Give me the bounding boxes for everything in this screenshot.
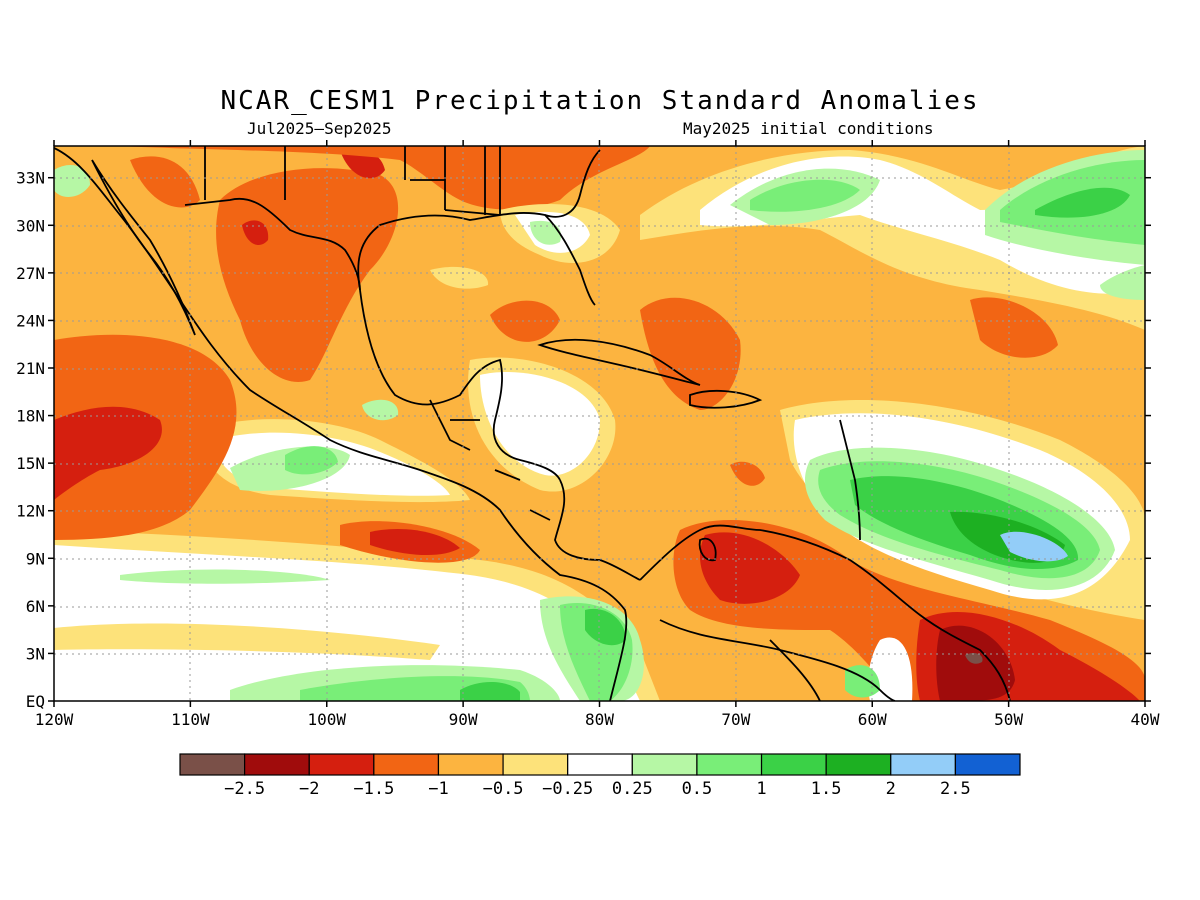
gulf-yellow — [430, 266, 489, 289]
pacific-green-west — [362, 399, 399, 421]
colorbar: −2.5 −2 −1.5 −1 −0.5 −0.25 0.25 0.5 1 1.5 2 2.5 — [179, 753, 1021, 799]
colorbar-swatch — [760, 753, 827, 776]
colorbar-label: −0.5 — [483, 779, 524, 799]
lake-maracaibo — [698, 537, 717, 562]
atlantic-green-e — [1100, 265, 1145, 300]
lat-tick-label: 33N — [16, 169, 45, 188]
west-red-area — [54, 406, 162, 500]
lat-tick-label: 3N — [26, 644, 45, 663]
colorbar-label: 2 — [886, 779, 896, 799]
sa-red — [700, 532, 800, 604]
colorbar-label: 0.25 — [612, 779, 653, 799]
colorbar-label: 2.5 — [940, 779, 971, 799]
lon-tick-label: 80W — [585, 710, 614, 729]
colorbar-swatch — [890, 753, 956, 776]
lat-tick-label: 24N — [16, 311, 45, 330]
lat-tick-label: 30N — [16, 216, 45, 235]
us-mexico-border — [184, 197, 361, 291]
lon-tick-label: 100W — [307, 710, 346, 729]
chart-title: NCAR_CESM1 Precipitation Standard Anomal… — [220, 86, 980, 116]
sa-border-2 — [769, 639, 821, 701]
colorbar-swatch — [308, 753, 375, 776]
lon-tick-label: 50W — [994, 710, 1023, 729]
coastlines — [54, 146, 1011, 701]
colorbar-label: −2 — [299, 779, 319, 799]
florida — [544, 149, 601, 218]
mexico-red — [242, 220, 269, 245]
hispaniola — [689, 390, 763, 409]
longitude-axis: 120W 110W 100W 90W 80W 70W 60W 50W 40W — [35, 140, 1160, 729]
sa-brown — [965, 652, 983, 664]
colorbar-swatch — [244, 753, 310, 776]
south-yellow-streak — [54, 623, 440, 660]
caribbean-orange-blob — [490, 300, 560, 342]
sa-interior-border — [659, 619, 896, 701]
lat-tick-label: 18N — [16, 407, 45, 426]
lat-tick-label: 27N — [16, 264, 45, 283]
gridlines — [54, 146, 1145, 701]
lat-tick-label: EQ — [26, 692, 45, 711]
lon-tick-label: 60W — [858, 710, 887, 729]
colorbar-swatch — [825, 753, 892, 776]
colorbar-swatch — [437, 753, 504, 776]
lat-tick-label: 12N — [16, 502, 45, 521]
atlantic-orange-blob — [970, 297, 1058, 358]
lesser-antilles — [839, 419, 861, 541]
florida-green — [530, 220, 561, 245]
colorbar-label: −2.5 — [224, 779, 265, 799]
colorbar-swatch — [567, 753, 633, 776]
antilles-orange — [640, 297, 741, 410]
colorbar-swatch — [696, 753, 763, 776]
sa-north-coast — [639, 524, 1011, 701]
init-conditions-label: May2025 initial conditions — [683, 119, 934, 138]
colorbar-label: 1 — [756, 779, 766, 799]
colorbar-label: 1.5 — [811, 779, 842, 799]
colorbar-swatch — [631, 753, 698, 776]
central-america-east — [554, 479, 641, 581]
caribbean-white-core — [480, 372, 600, 476]
lat-tick-label: 21N — [16, 359, 45, 378]
equator-green-mid — [460, 681, 520, 701]
atlantic-west-green — [54, 165, 90, 197]
season-label: Jul2025–Sep2025 — [247, 119, 392, 138]
lon-tick-label: 70W — [721, 710, 750, 729]
cuba — [537, 338, 701, 386]
mexico-orange — [216, 168, 399, 382]
latitude-axis: 33N 30N 27N 24N 21N 18N 15N 12N 9N 6N 3N EQ — [16, 169, 1151, 711]
tropical-atlantic-blue — [1000, 531, 1068, 562]
south-green-streak — [120, 569, 330, 584]
lon-tick-label: 120W — [35, 710, 74, 729]
colorbar-label: −0.25 — [542, 779, 593, 799]
baja-peninsula — [91, 159, 196, 336]
atlantic-green-ne-mid — [1035, 187, 1130, 218]
pacific-green — [285, 446, 338, 475]
pacific-red-core — [370, 528, 460, 556]
lat-tick-label: 6N — [26, 597, 45, 616]
northwest-orange — [130, 156, 200, 208]
colorbar-swatch — [373, 753, 440, 776]
central-america-borders — [429, 399, 551, 521]
colorbar-swatch — [179, 753, 246, 776]
gulf-coast — [357, 212, 596, 306]
colombia-green-mid — [585, 608, 626, 646]
atlantic-green — [750, 179, 860, 212]
colorbar-label: −1.5 — [353, 779, 394, 799]
south-band-white — [54, 545, 640, 701]
colorbar-swatch — [954, 753, 1021, 776]
lon-tick-label: 90W — [449, 710, 478, 729]
lat-tick-label: 15N — [16, 454, 45, 473]
colorbar-label: 0.5 — [682, 779, 713, 799]
lat-tick-label: 9N — [26, 549, 45, 568]
lon-tick-label: 110W — [171, 710, 210, 729]
colorbar-label: −1 — [428, 779, 448, 799]
central-orange-blob — [730, 461, 765, 486]
lon-tick-label: 40W — [1131, 710, 1160, 729]
colorbar-swatch — [502, 753, 569, 776]
north-orange-band — [120, 146, 650, 210]
yucatan-coast — [359, 289, 561, 481]
